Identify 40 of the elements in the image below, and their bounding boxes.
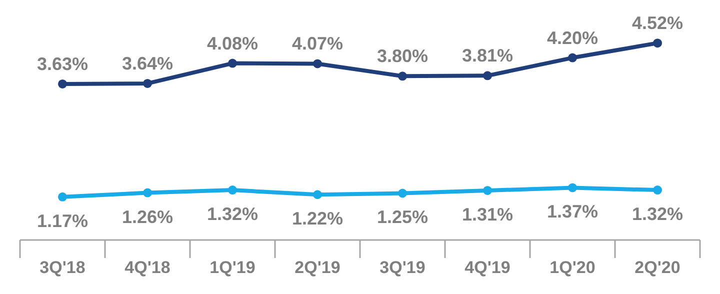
point [228, 186, 237, 195]
data-label: 4.08% [206, 33, 258, 54]
point [398, 72, 407, 81]
point [143, 78, 152, 88]
x-tick-label: 1Q'19 [210, 258, 256, 277]
point [228, 58, 237, 68]
x-tick-label: 3Q'18 [40, 258, 86, 277]
x-tick-label: 2Q'19 [294, 258, 340, 277]
point [398, 188, 407, 198]
data-label: 1.22% [292, 208, 344, 229]
x-tick-label: 4Q'19 [464, 258, 510, 277]
point [653, 186, 662, 195]
point [483, 186, 492, 195]
data-label: 3.64% [122, 53, 174, 74]
data-label: 1.17% [36, 210, 88, 231]
point [58, 79, 67, 88]
x-tick-label: 2Q'20 [634, 258, 680, 277]
data-label: 1.31% [462, 204, 514, 224]
data-label: 4.07% [292, 34, 344, 54]
x-tick-label: 3Q'19 [380, 258, 426, 277]
data-label: 3.63% [36, 54, 88, 74]
data-label: 3.81% [462, 46, 514, 66]
data-label: 1.26% [122, 206, 174, 227]
x-tick-label: 4Q'18 [124, 258, 170, 277]
data-label: 3.80% [376, 46, 428, 66]
point [653, 38, 662, 48]
data-label: 4.20% [546, 28, 598, 48]
data-label: 1.32% [206, 204, 258, 224]
point [568, 53, 577, 62]
point [58, 192, 67, 202]
data-label: 1.32% [632, 204, 684, 224]
point [313, 59, 322, 68]
data-label: 4.52% [632, 13, 684, 34]
x-tick-label: 1Q'20 [550, 258, 596, 277]
point [483, 71, 492, 80]
data-label: 1.37% [546, 202, 598, 222]
point [143, 188, 152, 198]
data-label: 1.25% [376, 207, 428, 228]
point [568, 183, 577, 192]
point [313, 190, 322, 200]
